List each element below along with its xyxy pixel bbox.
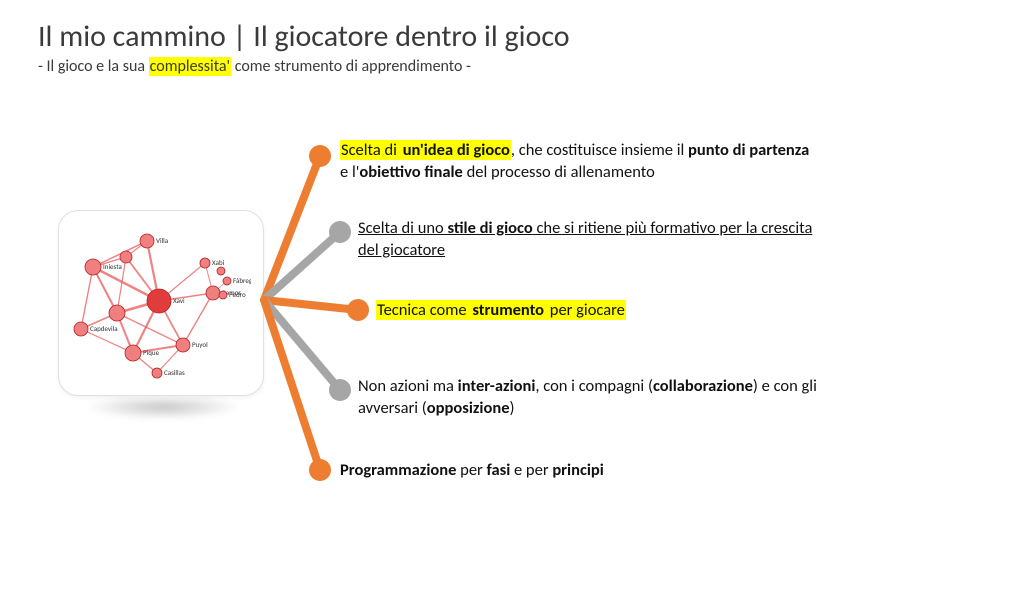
text-segment: Non azioni ma [358,376,458,396]
subtitle-highlight: complessita' [149,57,231,76]
network-node [223,277,231,285]
network-node-label: Xabi [212,258,225,267]
text-segment: ) e con gli [753,376,817,396]
text-segment: Tecnica come [376,300,471,320]
text-segment: Scelta di [340,140,402,160]
text-segment: un'idea di gioco [402,140,511,160]
bullet-point-1: Scelta di uno stile di gioco che si riti… [358,218,948,262]
slide-header: Il mio cammino | Il giocatore dentro il … [38,18,986,76]
text-segment: collaborazione [653,376,753,396]
text-segment: ) [510,398,515,418]
text-segment: inter-azioni [458,376,536,396]
text-segment: Programmazione [340,460,456,480]
text-segment: del processo di allenamento [463,162,655,182]
text-segment: per giocare [545,300,626,320]
text-segment: avversari ( [358,398,427,418]
text-segment: del giocatore [358,240,445,260]
network-node-label: Capdevila [90,324,118,333]
network-node [206,286,220,300]
connector-line [264,156,320,300]
network-node [120,251,132,263]
network-node [109,305,125,321]
network-node [85,259,101,275]
network-node-label: Iniesta [103,262,122,271]
text-segment: per [456,460,486,480]
network-node [74,322,88,336]
network-node [147,289,171,313]
connector-line [264,300,320,470]
network-node-label: Pedro [229,290,246,299]
text-segment: , che costituisce insieme il [511,140,688,160]
network-node-label: Fàbregas [233,276,251,285]
network-node-label: Xavi [173,296,185,305]
network-card: VillaIniestaXaviCapdevilaPiquePuyolRamos… [58,210,264,396]
connector-dot [329,379,351,401]
text-segment: principi [552,460,604,480]
slide-title: Il mio cammino | Il giocatore dentro il … [38,18,986,55]
text-segment: opposizione [427,398,510,418]
connector-dot [329,221,351,243]
bullet-point-3: Non azioni ma inter-azioni, con i compag… [358,376,958,420]
text-segment: e l' [340,162,359,182]
network-node [217,267,225,275]
network-node [219,291,227,299]
text-segment: punto di partenza [688,140,809,160]
text-segment: che si ritiene più formativo per la cres… [533,218,813,238]
network-node-label: Casillas [164,368,185,377]
network-node [200,258,210,268]
network-node-label: Villa [156,236,168,245]
network-edge [183,293,213,345]
network-edge [81,267,93,329]
text-segment: e per [510,460,552,480]
text-segment: stile di gioco [447,218,532,238]
connector-line [264,300,340,390]
network-node [125,345,141,361]
text-segment: strumento [471,300,545,320]
connector-dot [347,299,369,321]
bullet-point-0: Scelta di un'idea di gioco, che costitui… [340,140,936,184]
bullet-point-2: Tecnica come strumento per giocare [376,300,936,322]
connector-dot [309,459,331,481]
network-node [176,338,190,352]
text-segment: obiettivo finale [359,162,463,182]
network-node [140,234,154,248]
connector-line [264,232,340,300]
connector-line [264,300,358,310]
text-segment: fasi [487,460,511,480]
network-node-label: Puyol [192,340,208,349]
network-graph-icon: VillaIniestaXaviCapdevilaPiquePuyolRamos… [71,223,251,383]
text-segment: , con i compagni ( [535,376,653,396]
card-shadow [52,398,274,428]
slide-subtitle: - Il gioco e la sua complessita' come st… [38,57,986,76]
network-node-label: Pique [143,348,160,357]
subtitle-post: come strumento di apprendimento - [231,57,471,76]
text-segment: Scelta di uno [358,218,447,238]
bullet-point-4: Programmazione per fasi e per principi [340,460,900,482]
network-node [152,368,162,378]
connector-dot [309,145,331,167]
subtitle-pre: - Il gioco e la sua [38,57,149,76]
